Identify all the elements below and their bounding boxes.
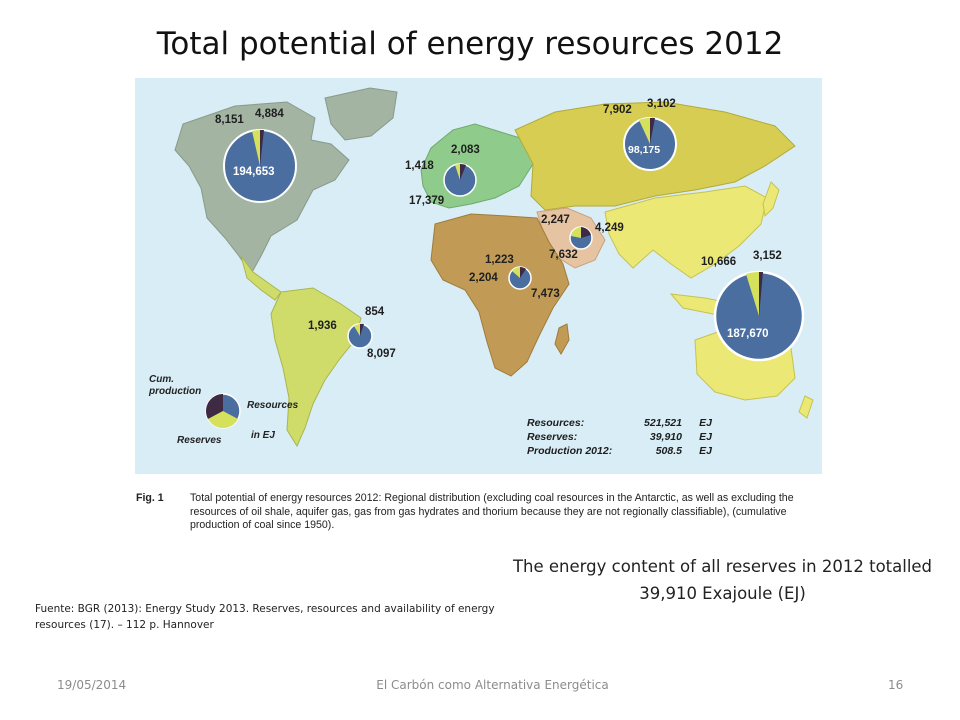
pie-north-america: [223, 129, 297, 203]
world-map-drawing: [135, 78, 822, 474]
totals-unit: EJ: [699, 431, 712, 443]
source-citation: Fuente: BGR (2013): Energy Study 2013. R…: [35, 603, 495, 631]
slide-title: Total potential of energy resources 2012: [156, 26, 784, 62]
pie-middle-east: [569, 226, 593, 250]
totals-label: Resources:: [527, 417, 585, 429]
na-production-label: 4,884: [255, 108, 284, 120]
cis-reserves-label: 7,902: [603, 104, 632, 116]
world-map: 8,151 4,884 194,653 2,083 1,418 17,379 7…: [135, 78, 822, 474]
eu-resources-label: 17,379: [409, 195, 445, 207]
footer-page-number: 16: [888, 678, 904, 692]
pie-austral-asia: [713, 270, 805, 362]
totals-row-reserves: Reserves: 39,910 EJ: [527, 430, 712, 444]
me-reserves-label: 2,247: [541, 214, 570, 226]
af-reserves-label: 2,204: [469, 272, 498, 284]
aa-production-label: 3,152: [753, 250, 782, 262]
region-africa: [430, 213, 570, 377]
na-resources-label: 194,653: [233, 166, 275, 178]
reserves-note: The energy content of all reserves in 20…: [512, 557, 933, 603]
totals-value: 508.5: [655, 445, 682, 457]
af-resources-label: 7,473: [531, 288, 560, 300]
aa-reserves-label: 10,666: [701, 256, 737, 268]
legend-unit-label: in EJ: [251, 430, 275, 441]
totals-row-production: Production 2012: 508.5 EJ: [527, 444, 712, 458]
la-production-label: 854: [365, 306, 385, 318]
eu-reserves-label: 1,418: [405, 160, 434, 172]
totals-label: Reserves:: [527, 431, 578, 443]
pie-cis: [623, 117, 677, 171]
footer-date: 19/05/2014: [57, 678, 127, 692]
af-production-label: 1,223: [485, 254, 514, 266]
region-austral-asia: [604, 185, 768, 279]
figure-number: Fig. 1: [136, 492, 164, 504]
totals-block: Resources: 521,521 EJ Reserves: 39,910 E…: [527, 416, 712, 458]
aa-resources-label: 187,670: [727, 328, 769, 340]
me-resources-label: 7,632: [549, 249, 578, 261]
legend-production-label: production: [149, 386, 202, 397]
totals-value: 39,910: [649, 431, 682, 443]
la-resources-label: 8,097: [367, 348, 396, 360]
region-central-america: [240, 255, 282, 301]
totals-unit: EJ: [699, 417, 712, 429]
legend-cum-label: Cum.: [149, 374, 174, 385]
footer-center-text: El Carbón como Alternativa Energética: [376, 678, 609, 692]
totals-value: 521,521: [644, 417, 682, 429]
region-japan: [762, 181, 780, 218]
region-greenland: [324, 87, 398, 141]
totals-label: Production 2012:: [527, 445, 613, 457]
cis-resources-label: 98,175: [628, 144, 661, 156]
pie-europe: [443, 163, 477, 197]
na-reserves-label: 8,151: [215, 114, 244, 126]
eu-production-label: 2,083: [451, 144, 480, 156]
pie-latin-america: [347, 323, 373, 349]
figure-caption-text: Total potential of energy resources 2012…: [190, 492, 794, 531]
pie-africa: [508, 266, 532, 290]
legend-reserves-label: Reserves: [177, 435, 222, 446]
legend-resources-label: Resources: [247, 400, 299, 411]
totals-row-resources: Resources: 521,521 EJ: [527, 416, 712, 430]
region-latin-america: [270, 287, 362, 448]
region-madagascar: [554, 323, 570, 355]
region-new-zealand: [798, 395, 814, 419]
totals-unit: EJ: [699, 445, 712, 457]
la-reserves-label: 1,936: [308, 320, 337, 332]
legend-pie: [205, 393, 241, 429]
me-production-label: 4,249: [595, 222, 624, 234]
cis-production-label: 3,102: [647, 98, 676, 110]
